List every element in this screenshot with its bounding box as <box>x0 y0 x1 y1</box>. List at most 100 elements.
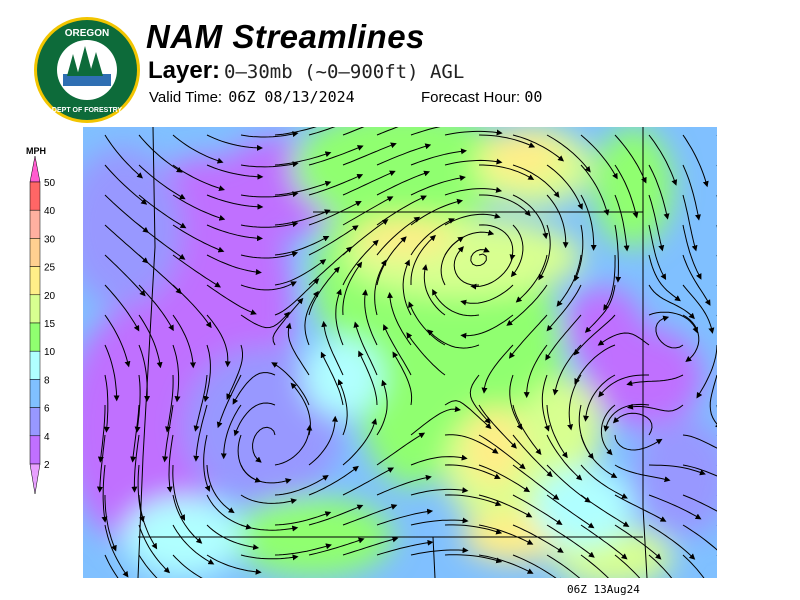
streamline <box>104 164 148 205</box>
streamline <box>627 403 684 412</box>
streamline <box>166 434 174 493</box>
streamline <box>206 194 264 210</box>
streamline <box>682 494 717 512</box>
streamline <box>104 254 146 297</box>
streamline <box>469 374 491 424</box>
streamline <box>614 134 647 184</box>
streamline <box>512 524 564 553</box>
streamline <box>134 374 141 433</box>
wind-speed-region <box>183 347 343 507</box>
streamline <box>165 374 174 433</box>
streamline <box>172 494 203 544</box>
wind-speed-region <box>593 127 673 247</box>
streamline <box>512 164 560 198</box>
streamline <box>444 554 503 564</box>
streamline <box>523 344 548 399</box>
legend-tick-label: 2 <box>44 460 50 471</box>
wind-speed-region <box>633 417 717 537</box>
logo-text-oregon: OREGON <box>65 28 109 39</box>
streamline <box>342 239 379 286</box>
layer-value: 0–30mb (~0–900ft) AGL <box>224 61 465 83</box>
streamline <box>376 379 388 436</box>
streamline <box>130 404 140 463</box>
streamline <box>172 134 224 164</box>
legend-tick-label: 30 <box>44 234 56 245</box>
streamline <box>541 374 550 432</box>
streamline <box>478 404 517 449</box>
oregon-dept-forestry-logo: OREGON DEPT OF FORESTRY <box>34 17 140 123</box>
streamline <box>240 191 299 198</box>
streamline <box>304 290 319 346</box>
streamline <box>376 127 399 136</box>
streamline <box>478 554 534 574</box>
streamline <box>410 218 455 256</box>
legend-swatch <box>29 294 41 324</box>
streamline <box>193 374 208 432</box>
legend-swatch <box>29 350 41 380</box>
streamline <box>137 464 145 523</box>
streamline <box>274 151 332 166</box>
streamline <box>546 164 583 210</box>
streamline <box>104 344 120 402</box>
streamline <box>682 314 700 363</box>
streamline <box>410 547 469 556</box>
streamline <box>138 344 151 402</box>
streamline <box>216 374 242 429</box>
streamline <box>546 434 583 481</box>
streamline <box>104 524 129 578</box>
streamline <box>240 464 292 484</box>
streamline <box>580 434 618 478</box>
streamline <box>376 508 434 526</box>
streamline <box>512 194 549 240</box>
streamline <box>402 259 412 316</box>
streamline <box>104 554 119 578</box>
valid-time-value: 06Z 08/13/2024 <box>228 88 355 106</box>
streamline <box>440 236 464 286</box>
wind-speed-region <box>83 147 183 307</box>
streamline <box>206 284 257 315</box>
legend-tick-label: 15 <box>44 319 56 330</box>
streamline <box>556 254 582 307</box>
streamline <box>240 524 299 532</box>
streamline <box>410 487 469 496</box>
streamline <box>478 134 536 148</box>
streamline <box>172 194 226 221</box>
legend-tick-label: 10 <box>44 347 56 358</box>
streamline <box>274 235 330 256</box>
streamline <box>240 311 290 329</box>
streamline <box>478 524 534 545</box>
streamline <box>172 344 181 403</box>
streamline <box>162 404 174 463</box>
streamline <box>342 196 394 226</box>
streamline <box>410 234 436 285</box>
streamline <box>172 464 186 521</box>
streamline <box>512 494 563 525</box>
legend-tick-label: 25 <box>44 263 56 274</box>
streamline <box>614 494 667 522</box>
legend-swatch <box>29 322 41 352</box>
streamline <box>206 224 263 242</box>
streamline <box>444 186 503 196</box>
streamline <box>138 194 187 229</box>
streamline <box>138 164 186 200</box>
streamline <box>308 415 338 466</box>
wind-speed-region <box>463 407 523 487</box>
streamline <box>172 254 222 288</box>
streamline <box>614 224 622 283</box>
streamline <box>444 494 502 507</box>
streamline <box>682 464 717 477</box>
streamline <box>272 297 304 346</box>
streamline <box>342 142 397 166</box>
legend-tick-label: 4 <box>44 432 50 443</box>
streamline <box>580 494 630 527</box>
streamline <box>597 332 650 346</box>
streamline <box>274 127 317 136</box>
streamline <box>342 170 396 196</box>
streamline <box>206 314 231 368</box>
streamline <box>271 362 310 406</box>
streamline <box>460 284 514 306</box>
streamline <box>648 164 670 220</box>
streamline <box>138 314 163 369</box>
streamline <box>546 524 595 558</box>
legend-swatch <box>29 379 41 408</box>
